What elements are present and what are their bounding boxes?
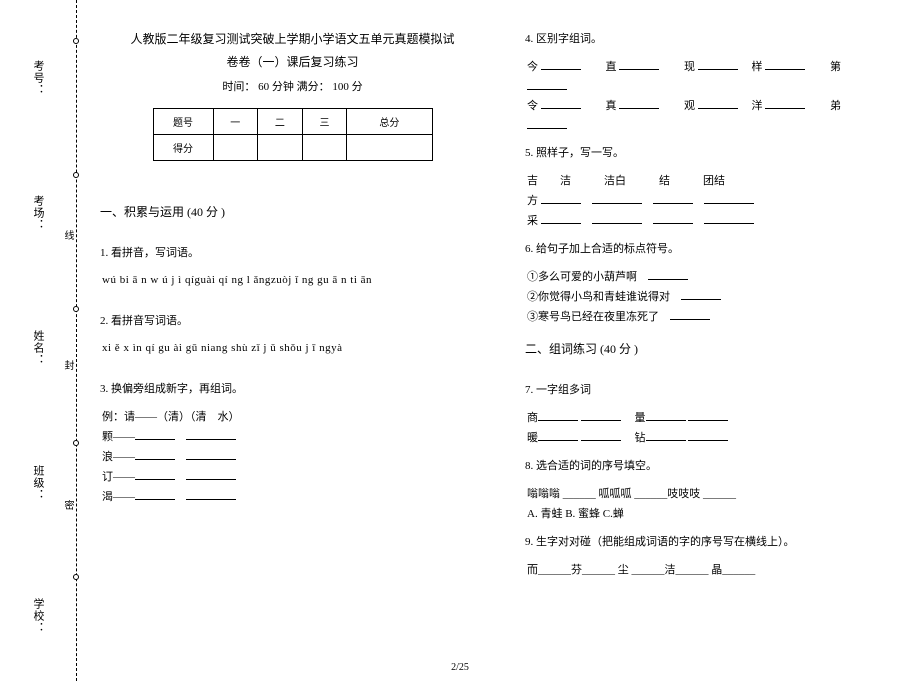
score-value-row: 得分 [153, 135, 432, 161]
binding-hole [73, 440, 79, 446]
q6-s2: ②你觉得小鸟和青蛙谁说得对 [527, 288, 910, 304]
q6-label: 6. 给句子加上合适的标点符号。 [525, 240, 910, 256]
q7-label: 7. 一字组多词 [525, 381, 910, 397]
score-table: 题号 一 二 三 总分 得分 [153, 108, 433, 161]
binding-hole [73, 574, 79, 580]
q9-line: 而______芬______ 尘 ______洁______ 晶______ [527, 561, 910, 577]
q8-line: 嗡嗡嗡 ______ 呱呱呱 ______吱吱吱 ______ [527, 485, 910, 501]
score-head-cell: 总分 [347, 109, 432, 135]
q4-row2-tail [527, 117, 910, 132]
score-row-label: 得分 [153, 135, 213, 161]
binding-mark-line: 线 [60, 230, 75, 240]
q3-row: 浪—— [102, 448, 485, 464]
q9-label: 9. 生字对对碰（把能组成词语的字的序号写在横线上）。 [525, 533, 910, 549]
binding-margin: 考号： 考场： 姓名： 班级： 学校： 线 封 密 [0, 0, 85, 681]
q3-row: 颗—— [102, 428, 485, 444]
binding-hole [73, 172, 79, 178]
score-head-cell: 二 [258, 109, 303, 135]
binding-label-class: 班级： [30, 465, 46, 501]
exam-title-line2: 卷卷（一）课后复习练习 [100, 53, 485, 70]
score-cell [258, 135, 303, 161]
binding-hole [73, 38, 79, 44]
q2-label: 2. 看拼音写词语。 [100, 312, 485, 328]
q8-label: 8. 选合适的词的序号填空。 [525, 457, 910, 473]
q5-row: 采 [527, 212, 910, 228]
left-column: 人教版二年级复习测试突破上学期小学语文五单元真题模拟试 卷卷（一）课后复习练习 … [100, 20, 485, 660]
q6-s1: ①多么可爱的小葫芦啊 [527, 268, 910, 284]
section-1-heading: 一、积累与运用 (40 分 ) [100, 203, 485, 220]
q1-label: 1. 看拼音，写词语。 [100, 244, 485, 260]
q5-label: 5. 照样子，写一写。 [525, 144, 910, 160]
q3-example: 例：请——（清）（清 水） [102, 408, 485, 424]
binding-label-name: 姓名： [30, 330, 46, 366]
q4-row1-tail [527, 78, 910, 93]
q4-row1: 今 直 现 样 第 [527, 58, 910, 74]
score-head-cell: 题号 [153, 109, 213, 135]
binding-label-school: 学校： [30, 598, 46, 634]
q5-example: 吉 洁 洁白 结 团结 [527, 172, 910, 188]
binding-mark-seal: 封 [60, 360, 75, 370]
q4-label: 4. 区别字组词。 [525, 30, 910, 46]
exam-title-line1: 人教版二年级复习测试突破上学期小学语文五单元真题模拟试 [100, 30, 485, 47]
binding-label-examno: 考号： [30, 60, 46, 96]
q6-s3: ③寒号鸟已经在夜里冻死了 [527, 308, 910, 324]
score-cell [213, 135, 258, 161]
q4-row2: 令 真 观 洋 弟 [527, 97, 910, 113]
exam-meta: 时间： 60 分钟 满分： 100 分 [100, 78, 485, 94]
score-cell [347, 135, 432, 161]
q7-row2: 暖 钻 [527, 429, 910, 445]
q3-row: 渴—— [102, 488, 485, 504]
q7-row1: 商 量 [527, 409, 910, 425]
page-body: 人教版二年级复习测试突破上学期小学语文五单元真题模拟试 卷卷（一）课后复习练习 … [100, 20, 910, 660]
score-head-cell: 一 [213, 109, 258, 135]
binding-hole [73, 306, 79, 312]
q8-options: A. 青蛙 B. 蜜蜂 C.蝉 [527, 505, 910, 521]
page-number: 2/25 [0, 662, 920, 673]
q5-row: 方 [527, 192, 910, 208]
binding-label-room: 考场： [30, 195, 46, 231]
score-header-row: 题号 一 二 三 总分 [153, 109, 432, 135]
q1-pinyin: wú bi ā n w ú j ì qíguài qí ng l ǎngzuòj… [102, 274, 485, 286]
score-head-cell: 三 [302, 109, 347, 135]
right-column: 4. 区别字组词。 今 直 现 样 第 令 真 观 洋 弟 5. 照样子，写一写… [525, 20, 910, 660]
section-2-heading: 二、组词练习 (40 分 ) [525, 340, 910, 357]
q3-label: 3. 换偏旁组成新字，再组词。 [100, 380, 485, 396]
q3-row: 订—— [102, 468, 485, 484]
binding-mark-secret: 密 [60, 500, 75, 510]
score-cell [302, 135, 347, 161]
q2-pinyin: xi ě x ìn qí gu ài gū niang shù zǐ j ǔ s… [102, 342, 485, 354]
